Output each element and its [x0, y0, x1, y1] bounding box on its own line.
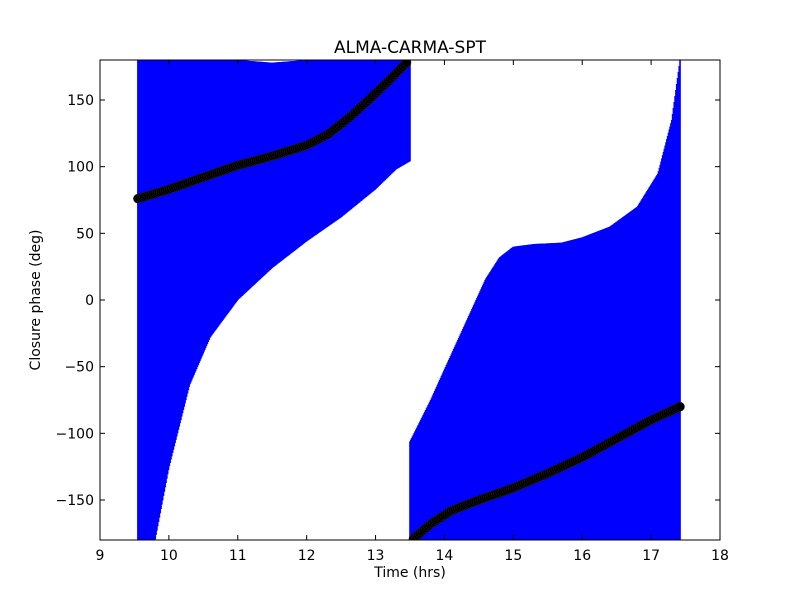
- y-tick-label: −50: [64, 360, 94, 376]
- x-tick-label: 17: [642, 548, 660, 564]
- y-tick-label: 0: [85, 293, 94, 309]
- y-tick-label: −100: [56, 426, 94, 442]
- x-tick-label: 11: [229, 548, 247, 564]
- data-point: [401, 60, 412, 68]
- x-tick-label: 9: [96, 548, 105, 564]
- y-axis-label: Closure phase (deg): [28, 230, 44, 371]
- data-point-layer: [133, 60, 685, 540]
- error-band-layer: [137, 60, 681, 540]
- y-tick-label: −150: [56, 493, 94, 509]
- x-tick-label: 13: [367, 548, 385, 564]
- x-axis-label: Time (hrs): [373, 565, 446, 581]
- x-tick-label: 16: [573, 548, 591, 564]
- x-tick-label: 18: [711, 548, 729, 564]
- y-tick-label: 100: [67, 160, 94, 176]
- x-tick-label: 15: [504, 548, 522, 564]
- y-tick-label: 150: [67, 93, 94, 109]
- axis-layer: 9 10 11 12 13 14 15 16 17 18 −150 −100 −50 0 50 100 150: [56, 60, 729, 564]
- x-tick-label: 14: [436, 548, 454, 564]
- x-tick-label: 12: [298, 548, 316, 564]
- y-tick-label: 50: [76, 226, 94, 242]
- data-point: [675, 401, 685, 412]
- chart-title: ALMA-CARMA-SPT: [334, 38, 487, 58]
- x-tick-label: 10: [160, 548, 178, 564]
